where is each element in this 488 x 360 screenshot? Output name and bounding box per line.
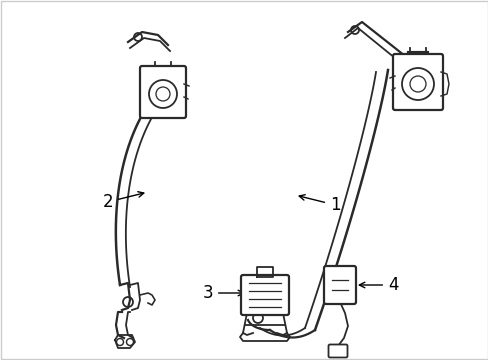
Text: 1: 1: [299, 195, 340, 214]
FancyBboxPatch shape: [140, 66, 185, 118]
Text: 2: 2: [102, 192, 143, 211]
Text: 3: 3: [202, 284, 243, 302]
FancyBboxPatch shape: [328, 345, 347, 357]
FancyBboxPatch shape: [392, 54, 442, 110]
Text: 4: 4: [359, 276, 398, 294]
FancyBboxPatch shape: [324, 266, 355, 304]
FancyBboxPatch shape: [241, 275, 288, 315]
